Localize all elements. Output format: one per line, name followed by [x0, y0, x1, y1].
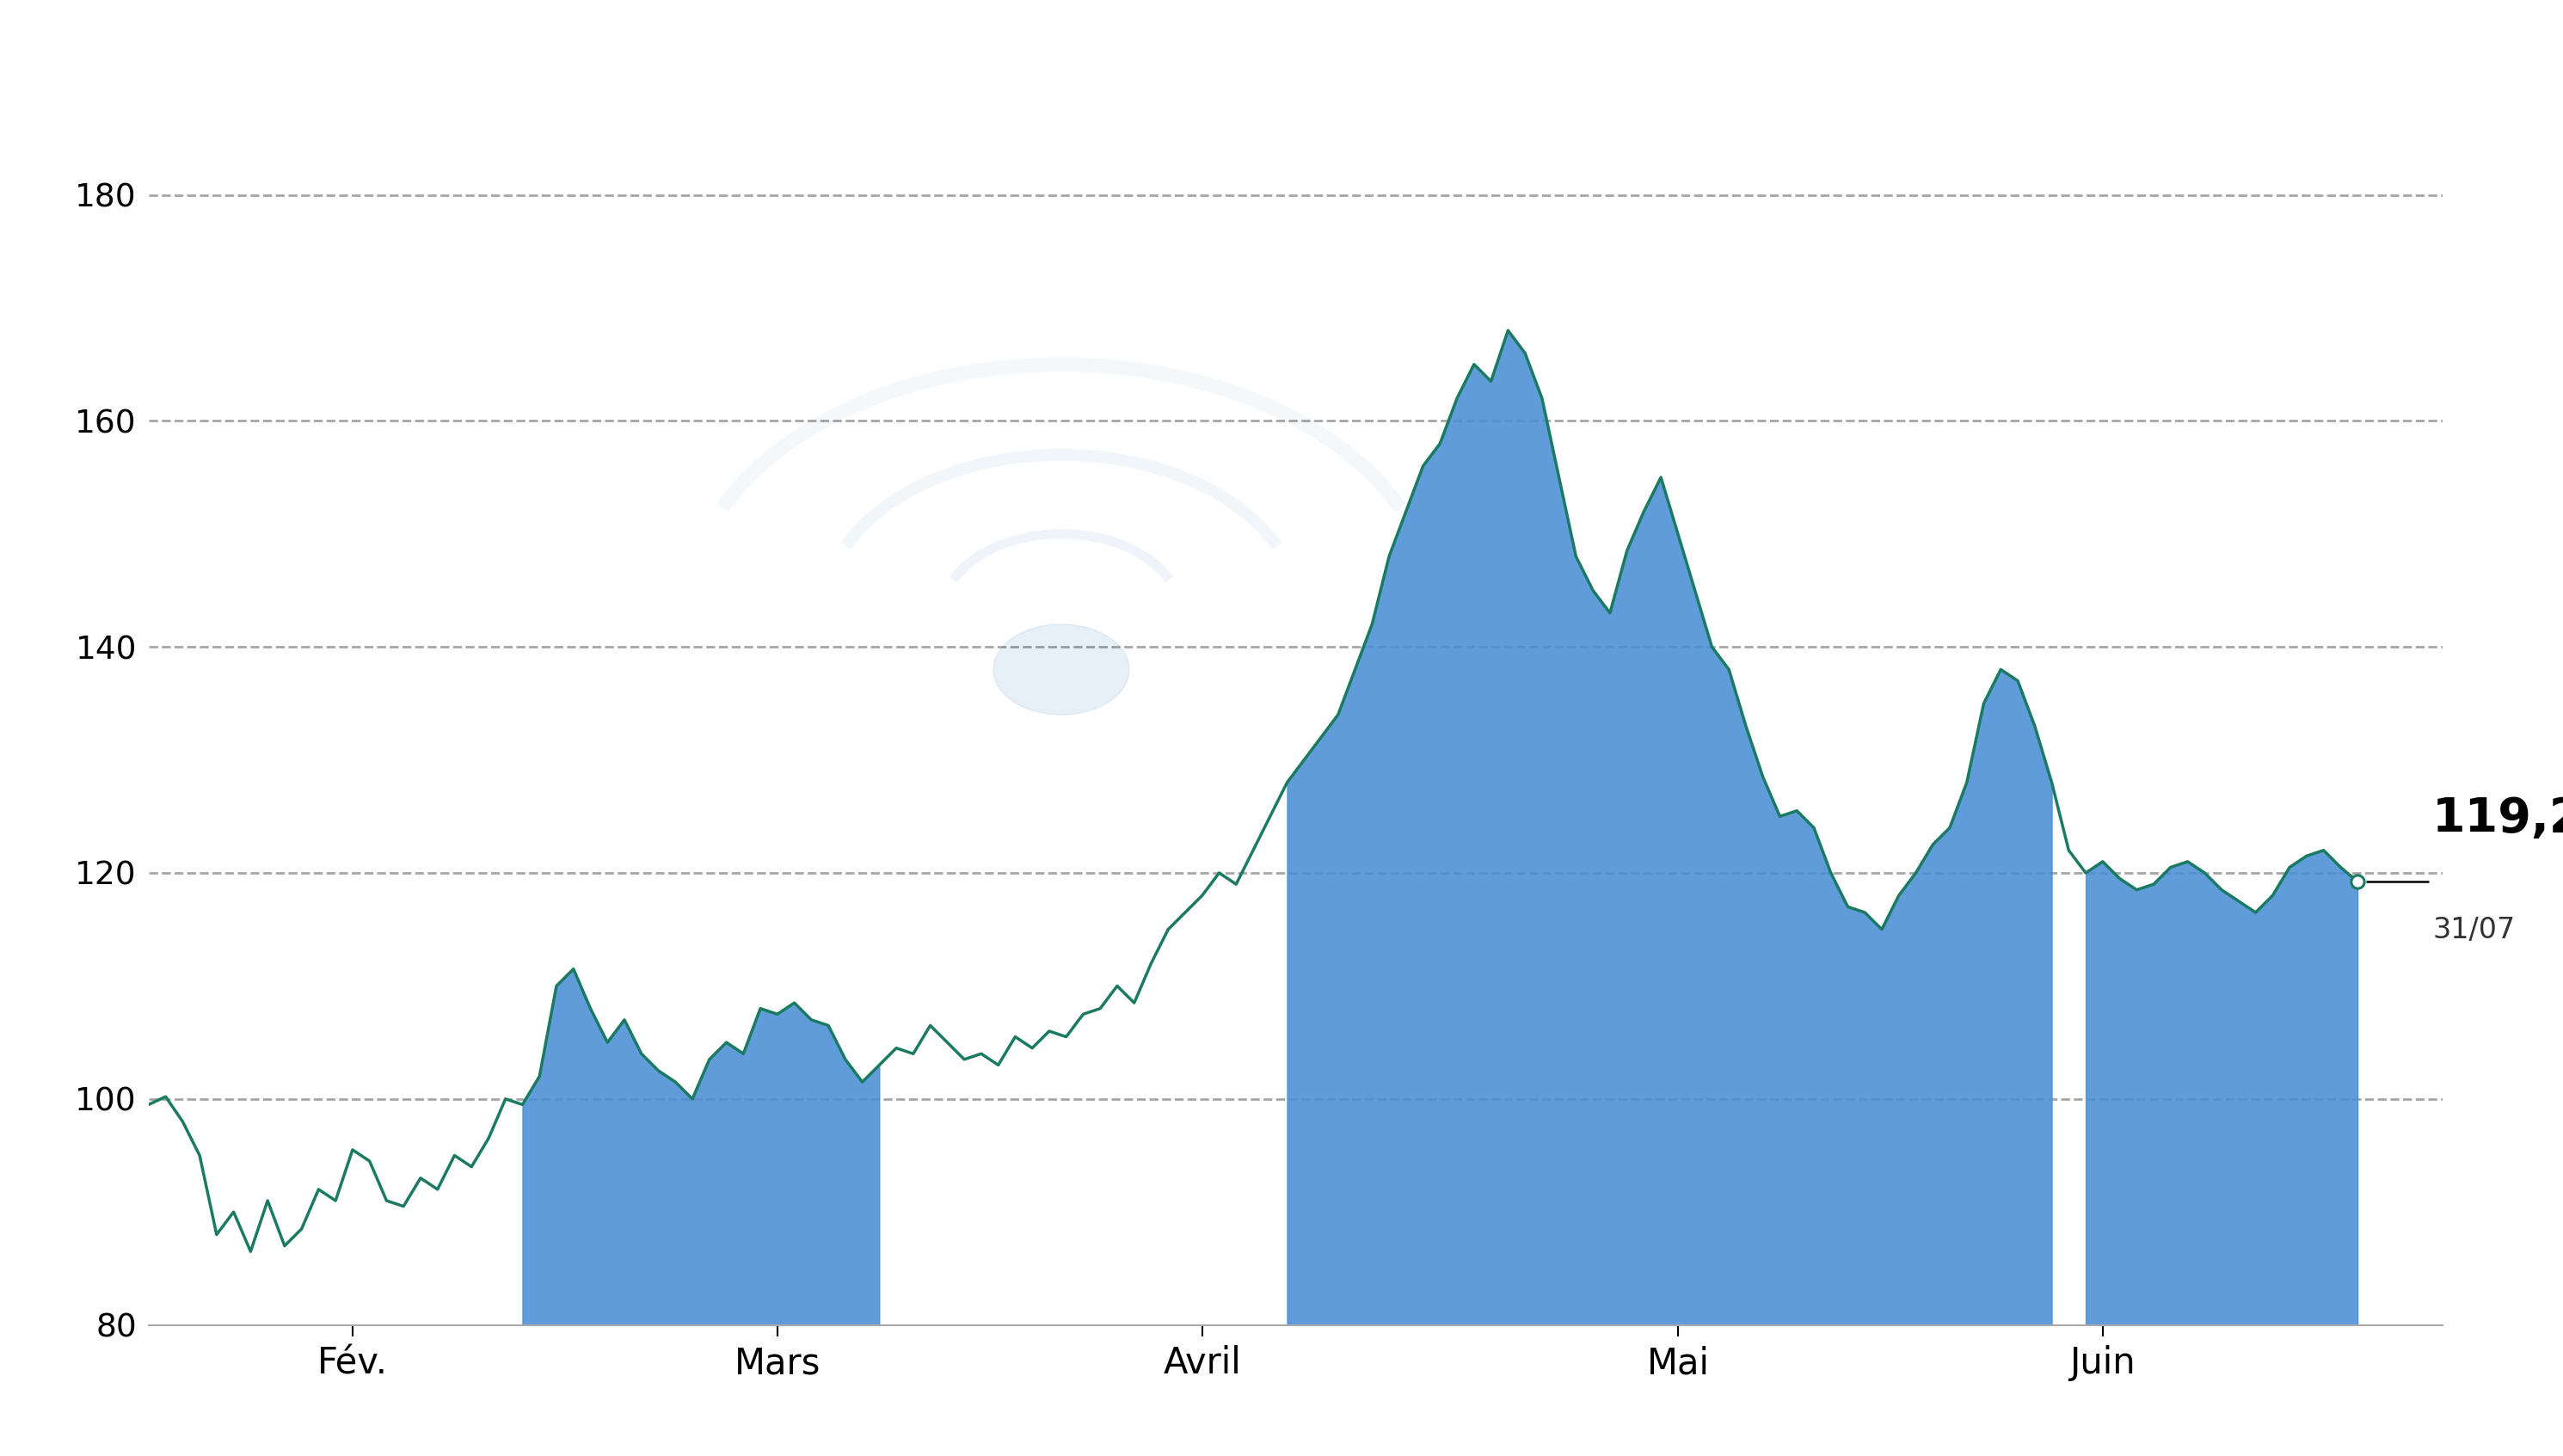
Text: Moderna, Inc.: Moderna, Inc. [1012, 20, 1551, 89]
Circle shape [994, 625, 1130, 715]
Text: 119,22: 119,22 [2432, 796, 2563, 842]
Text: 31/07: 31/07 [2432, 916, 2514, 943]
